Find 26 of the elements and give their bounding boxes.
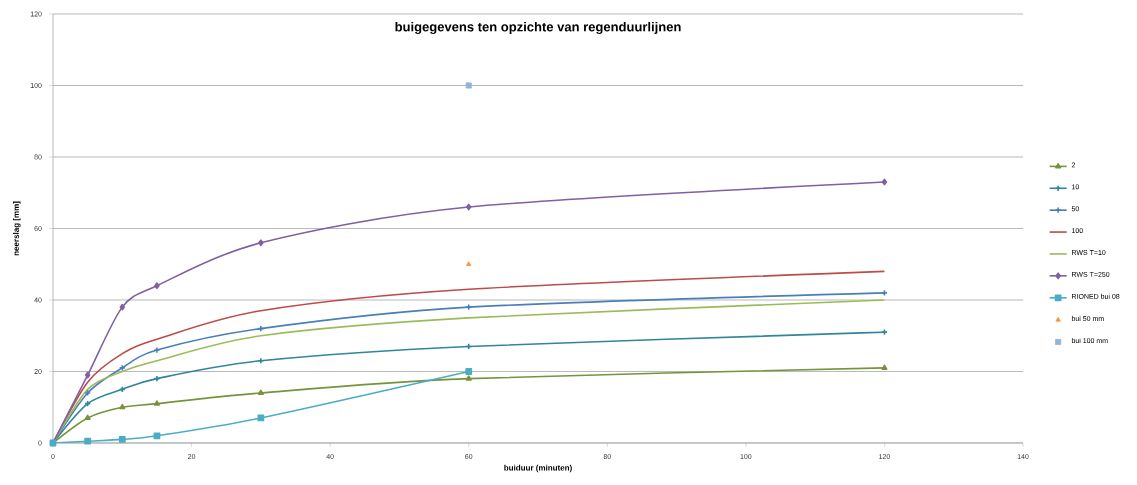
- point: [881, 178, 888, 186]
- point: [153, 400, 160, 406]
- point: [465, 303, 473, 311]
- point: [258, 239, 264, 247]
- point: [257, 357, 265, 365]
- point: [118, 364, 126, 372]
- point: [119, 303, 126, 311]
- point: [154, 282, 160, 290]
- point: [119, 403, 126, 410]
- point: [465, 82, 472, 89]
- point: [257, 414, 265, 422]
- y-axis-title: neerslag [mm]: [13, 201, 21, 256]
- point: [153, 432, 161, 440]
- point: [84, 437, 92, 445]
- text: buigegevens ten opzichte van regenduurlijnen: [395, 21, 681, 35]
- point: [881, 364, 888, 371]
- point: [465, 203, 472, 211]
- point: [118, 436, 126, 443]
- point: [465, 375, 472, 381]
- point: [466, 261, 472, 266]
- x-axis-title: buiduur (minuten): [504, 464, 572, 473]
- point: [84, 371, 91, 379]
- point: [257, 389, 264, 396]
- point: [465, 368, 473, 375]
- point: [84, 414, 91, 421]
- point: [153, 346, 161, 354]
